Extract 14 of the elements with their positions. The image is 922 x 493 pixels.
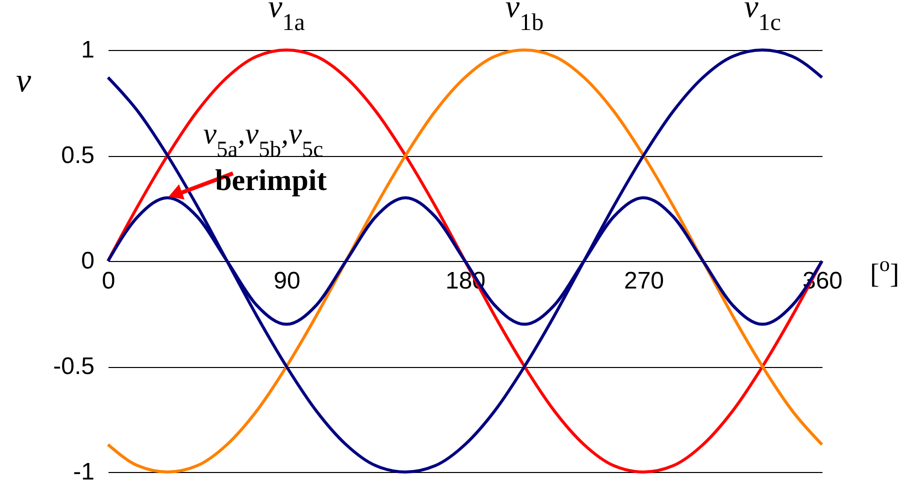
series-label: v$_{1a}$ bbox=[268, 0, 306, 36]
y-tick-label: 0 bbox=[81, 248, 94, 274]
x-axis-title: [$^{o}$] bbox=[870, 252, 900, 290]
y-axis-title: v bbox=[16, 62, 32, 100]
y-tick-label: 1 bbox=[81, 36, 94, 64]
x-tick-label: 0 bbox=[102, 268, 116, 294]
series-label: v$_{1c}$ bbox=[744, 0, 781, 36]
x-tick-label: 90 bbox=[274, 268, 300, 294]
y-tick-label: 0.5 bbox=[61, 142, 94, 169]
x-tick-label: 270 bbox=[624, 268, 664, 294]
series-label: v$_{1b}$ bbox=[505, 0, 544, 36]
y-tick-label: -1 bbox=[73, 458, 94, 486]
annotation: berimpit bbox=[215, 164, 327, 197]
y-tick-label: -0.5 bbox=[53, 353, 94, 380]
